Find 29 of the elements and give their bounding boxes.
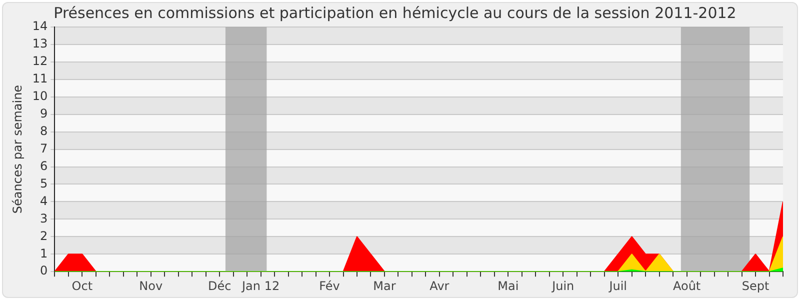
y-tick-label: 5 — [40, 176, 48, 190]
y-tick-label: 6 — [40, 158, 48, 173]
y-axis-title: Séances par semaine — [10, 84, 24, 214]
y-tick-label: 3 — [40, 211, 48, 226]
x-tick-label: Oct — [72, 278, 93, 293]
x-tick-label: Sept — [742, 278, 770, 293]
x-tick-label: Mai — [498, 278, 519, 293]
y-tick-label: 7 — [40, 141, 48, 156]
x-tick-label: Mar — [373, 278, 396, 293]
y-tick-label: 4 — [40, 194, 48, 208]
y-tick-label: 1 — [40, 246, 48, 260]
chart-title: Présences en commissions et participation en hémicycle au cours de la session 2011-2012 — [54, 4, 736, 22]
y-tick-label: 8 — [40, 124, 48, 138]
x-tick-label: Juin — [551, 278, 574, 293]
y-tick-label: 0 — [40, 264, 48, 278]
y-tick-label: 14 — [32, 19, 48, 34]
x-tick-label: Jan 12 — [241, 278, 280, 293]
y-tick-label: 11 — [32, 72, 48, 86]
x-tick-label: Avr — [430, 278, 450, 293]
y-tick-label: 12 — [32, 54, 48, 68]
x-tick-label: Déc — [208, 278, 232, 293]
x-tick-label: Fév — [319, 278, 340, 293]
x-tick-label: Août — [672, 278, 701, 293]
y-tick-label: 9 — [40, 106, 48, 120]
y-tick-label: 13 — [32, 36, 48, 51]
x-tick-label: Nov — [139, 278, 163, 293]
y-tick-label: 10 — [32, 89, 48, 104]
y-tick-label: 2 — [40, 228, 48, 243]
x-tick-label: Juil — [608, 278, 627, 293]
